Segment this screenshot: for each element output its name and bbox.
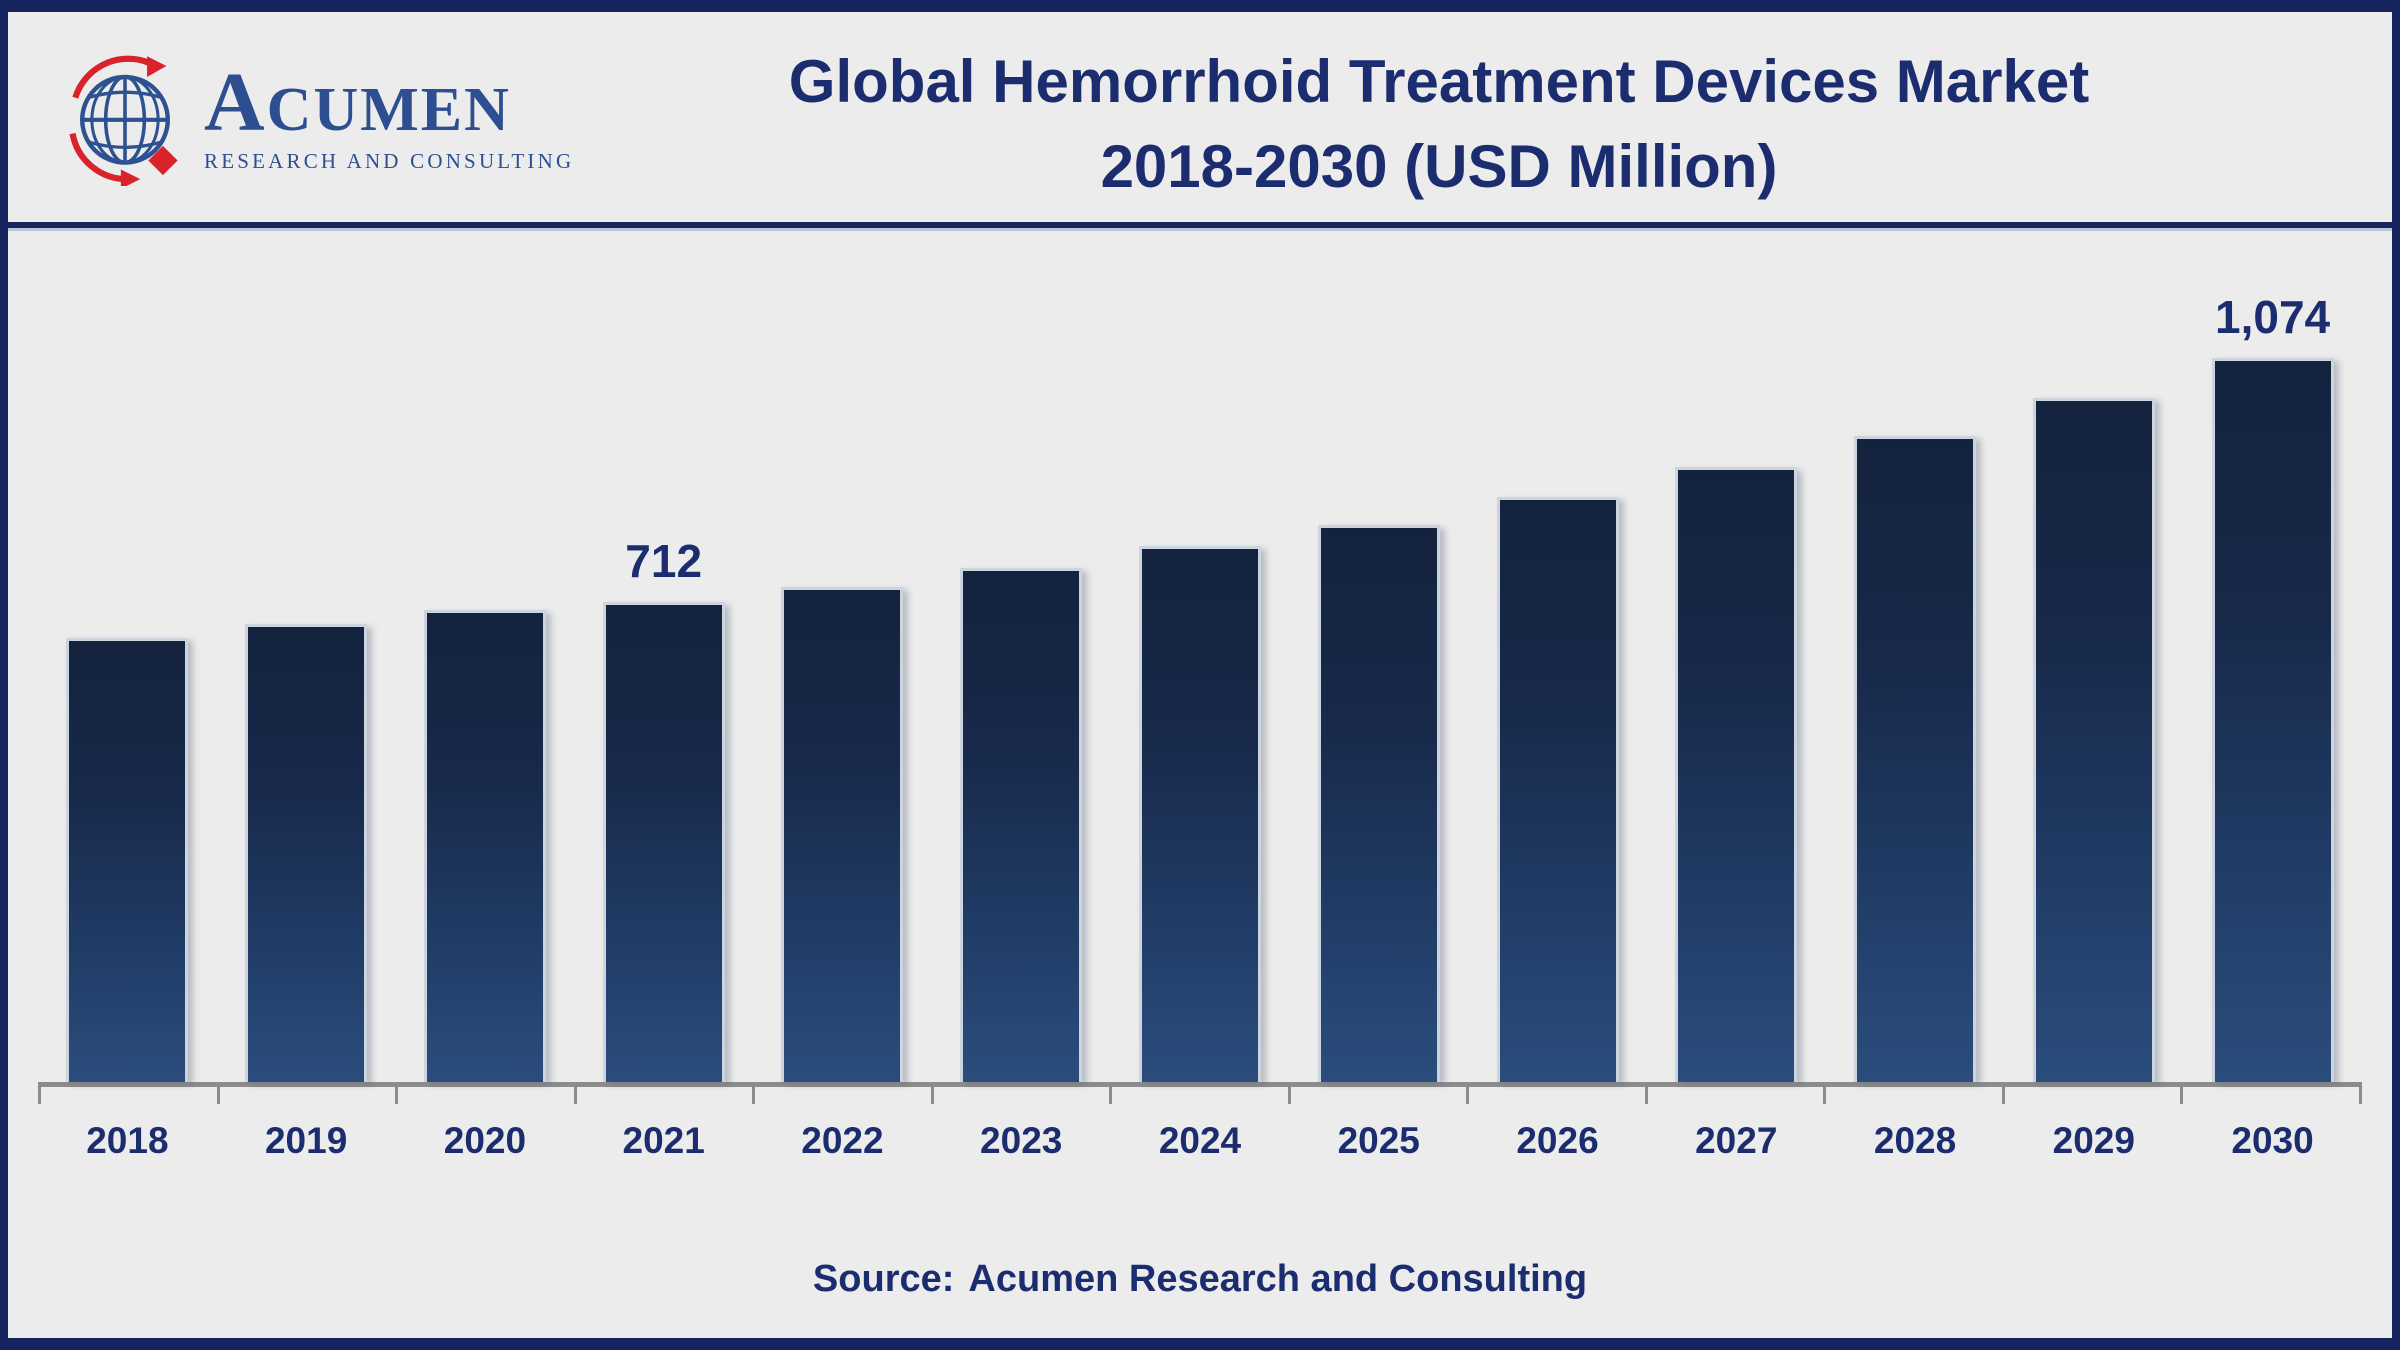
bar-2019 xyxy=(245,624,368,1082)
x-axis-label-2027: 2027 xyxy=(1695,1120,1778,1161)
x-axis-label-2021: 2021 xyxy=(622,1120,705,1161)
bar-column-2022 xyxy=(753,231,932,1082)
axis-tick-cell xyxy=(577,1087,756,1104)
bar-column-2026 xyxy=(1468,231,1647,1082)
x-axis-label-2020: 2020 xyxy=(443,1120,527,1161)
bar-2029 xyxy=(2032,398,2155,1082)
axis-tick-cell xyxy=(1648,1087,1827,1104)
x-axis-label-2028: 2028 xyxy=(1873,1120,1957,1161)
bar-column-2020 xyxy=(396,231,575,1082)
bar-column-2024 xyxy=(1111,231,1290,1082)
chart-title: Global Hemorrhoid Treatment Devices Mark… xyxy=(526,25,2352,209)
x-axis-label-2024: 2024 xyxy=(1158,1120,1242,1161)
x-axis-label-2030: 2030 xyxy=(2231,1120,2314,1161)
axis-tick-cell xyxy=(2183,1087,2362,1104)
bar-value-label-2021: 712 xyxy=(625,535,703,587)
bar-column-2023 xyxy=(932,231,1111,1082)
axis-tick-cell xyxy=(934,1087,1113,1104)
axis-tick-cell xyxy=(1112,1087,1291,1104)
axis-tick-cell xyxy=(1826,1087,2005,1104)
bar-value-label-2030: 1,074 xyxy=(2215,291,2331,343)
globe-icon xyxy=(69,55,178,186)
axis-tick-cell xyxy=(755,1087,934,1104)
header: ACUMEN RESEARCH AND CONSULTING Global He… xyxy=(8,12,2392,222)
bar-2024 xyxy=(1138,546,1261,1082)
bar-column-2030: 1,074 xyxy=(2183,231,2362,1082)
bar-column-2027 xyxy=(1647,231,1826,1082)
x-axis-label-2026: 2026 xyxy=(1516,1120,1599,1161)
bar-2025 xyxy=(1317,525,1440,1082)
bar-2023 xyxy=(960,568,1083,1082)
bar-column-2029 xyxy=(2004,231,2183,1082)
x-axis-ticks xyxy=(38,1087,2362,1104)
axis-tick-cell xyxy=(398,1087,577,1104)
logo-subtitle: RESEARCH AND CONSULTING xyxy=(204,148,575,173)
bar-column-2018 xyxy=(38,231,217,1082)
x-axis-label-2022: 2022 xyxy=(801,1120,884,1161)
bar-column-2028 xyxy=(1826,231,2005,1082)
axis-tick-cell xyxy=(1291,1087,1470,1104)
axis-tick-cell xyxy=(220,1087,399,1104)
logo-brand-rest: CUMEN xyxy=(266,75,511,144)
x-axis-label-2018: 2018 xyxy=(86,1120,169,1161)
axis-tick-cell xyxy=(2005,1087,2184,1104)
x-axis-labels: 2018 2019 2020 2021 2022 2023 2024 2025 2026 2027… xyxy=(38,1120,2362,1162)
acumen-logo: ACUMEN RESEARCH AND CONSULTING xyxy=(56,48,571,186)
chart-area: 712 1,074 2018 2019 2020 2021 2022 2023 2024 202… xyxy=(8,231,2392,1338)
bar-2021 xyxy=(602,602,725,1082)
logo-brand-name: ACUMEN xyxy=(204,60,574,145)
logo-brand-initial: A xyxy=(204,55,267,149)
source-note: Source: Acumen Research and Consulting xyxy=(38,1162,2362,1338)
source-name: Acumen Research and Consulting xyxy=(968,1257,1588,1300)
bar-2022 xyxy=(781,587,904,1082)
axis-tick-cell xyxy=(41,1087,220,1104)
bar-column-2025 xyxy=(1289,231,1468,1082)
source-prefix: Source: xyxy=(812,1257,955,1300)
bar-2030 xyxy=(2211,358,2334,1082)
x-axis-label-2025: 2025 xyxy=(1337,1120,1420,1161)
chart-title-line2: 2018-2030 (USD Million) xyxy=(1100,133,1778,200)
x-axis-label-2023: 2023 xyxy=(980,1120,1063,1161)
bar-2027 xyxy=(1675,467,1798,1082)
bar-2028 xyxy=(1854,436,1977,1082)
chart-title-line1: Global Hemorrhoid Treatment Devices Mark… xyxy=(788,47,2090,115)
bar-2026 xyxy=(1496,497,1619,1082)
bar-2018 xyxy=(66,638,189,1082)
logo-text: ACUMEN RESEARCH AND CONSULTING xyxy=(204,60,575,174)
plot-area: 712 1,074 xyxy=(38,231,2362,1087)
bar-2020 xyxy=(423,610,546,1082)
x-axis-label-2019: 2019 xyxy=(264,1120,348,1161)
bar-column-2021: 712 xyxy=(574,231,753,1082)
axis-tick-cell xyxy=(1469,1087,1648,1104)
bar-column-2019 xyxy=(217,231,396,1082)
header-divider xyxy=(8,222,2392,231)
x-axis-label-2029: 2029 xyxy=(2052,1120,2135,1161)
